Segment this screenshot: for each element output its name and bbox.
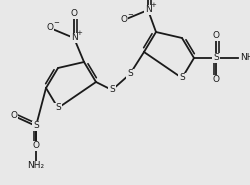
- Text: NH₂: NH₂: [28, 162, 44, 171]
- Text: −: −: [127, 12, 133, 18]
- Text: O: O: [70, 9, 78, 18]
- Text: S: S: [127, 70, 133, 78]
- Text: N: N: [144, 6, 152, 14]
- Text: S: S: [213, 53, 219, 63]
- Text: S: S: [33, 122, 39, 130]
- Text: O: O: [212, 75, 220, 85]
- Text: S: S: [179, 73, 185, 83]
- Text: −: −: [53, 20, 59, 26]
- Text: O: O: [120, 16, 128, 24]
- Text: N: N: [71, 33, 78, 43]
- Text: S: S: [55, 103, 61, 112]
- Text: O: O: [46, 23, 54, 33]
- Text: S: S: [109, 85, 115, 95]
- Text: O: O: [10, 112, 18, 120]
- Text: O: O: [212, 31, 220, 41]
- Text: NH₂: NH₂: [240, 53, 250, 63]
- Text: +: +: [76, 30, 82, 36]
- Text: +: +: [150, 2, 156, 8]
- Text: O: O: [32, 142, 40, 151]
